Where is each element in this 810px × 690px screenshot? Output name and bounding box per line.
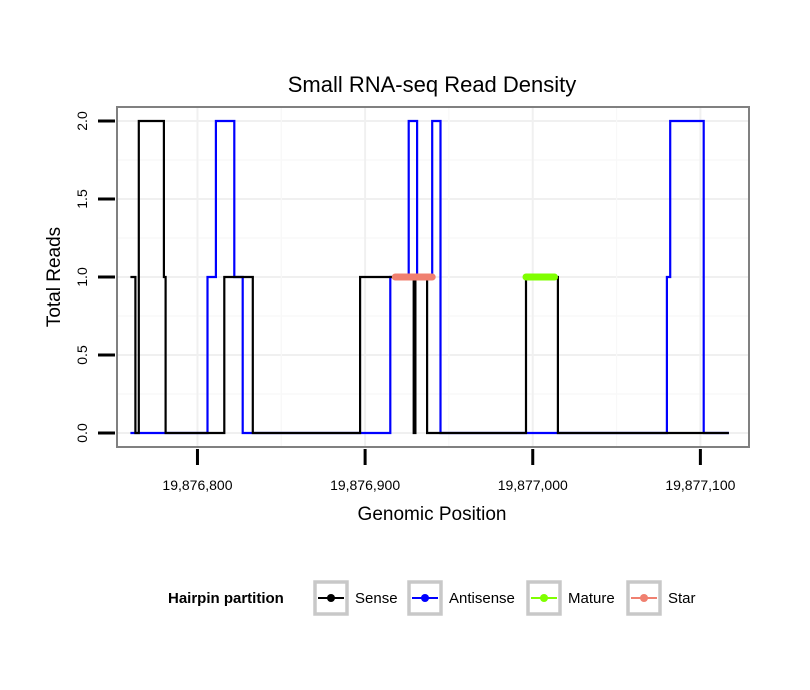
x-axis-label: Genomic Position [358,504,507,525]
legend-key-dot [640,594,648,602]
x-tick-label: 19,876,900 [330,477,400,493]
legend-key-dot [421,594,429,602]
y-tick-label: 2.0 [74,111,90,131]
legend-item-mature: Mature [526,580,615,616]
legend-label: Antisense [449,590,515,607]
legend-key-dot [540,594,548,602]
chart-title: Small RNA-seq Read Density [288,72,577,97]
legend-item-sense: Sense [313,580,398,616]
y-axis-label: Total Reads [44,227,65,327]
legend-label: Star [668,590,696,607]
legend-item-star: Star [626,580,696,616]
x-axis: 19,876,800 19,876,900 19,877,000 19,877,100 [162,449,736,493]
legend-item-antisense: Antisense [407,580,515,616]
x-tick-label: 19,876,800 [162,477,232,493]
y-tick-label: 0.0 [74,423,90,443]
y-axis: 0.0 0.5 1.0 1.5 2.0 [74,111,115,443]
legend-label: Mature [568,590,615,607]
series-layer [130,119,729,435]
y-tick-label: 1.5 [74,189,90,209]
y-tick-label: 0.5 [74,345,90,365]
series-antisense-line [130,119,729,435]
x-tick-label: 19,877,000 [498,477,568,493]
series-sense-line [130,119,729,435]
legend: Hairpin partition Sense Antisense Mature St… [168,580,696,616]
legend-key-dot [327,594,335,602]
legend-title: Hairpin partition [168,590,284,607]
plot-border [116,106,750,448]
x-tick-label: 19,877,100 [665,477,735,493]
y-tick-label: 1.0 [74,267,90,287]
legend-label: Sense [355,590,398,607]
